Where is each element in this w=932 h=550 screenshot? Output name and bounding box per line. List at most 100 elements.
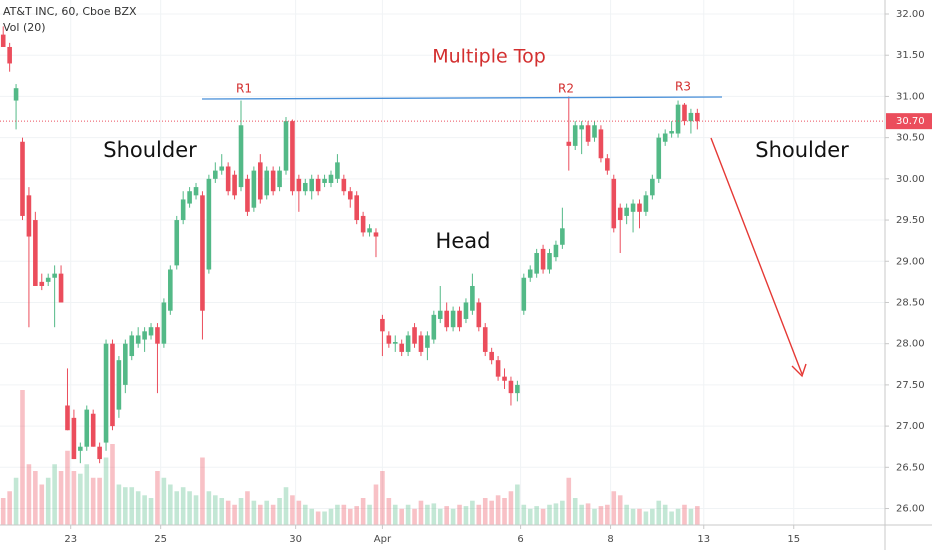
x-tick-label: 30 bbox=[289, 534, 302, 545]
candle-body bbox=[290, 121, 295, 192]
r2-label: R2 bbox=[558, 82, 574, 96]
y-tick-label: 30.50 bbox=[896, 133, 925, 144]
volume-bar bbox=[71, 471, 77, 525]
candle-body bbox=[0, 34, 6, 47]
y-tick-label: 28.50 bbox=[896, 297, 925, 308]
candle-body bbox=[213, 170, 218, 179]
pattern-label: Multiple Top bbox=[432, 46, 546, 68]
volume-bar bbox=[245, 491, 250, 525]
candle-body bbox=[97, 446, 102, 460]
volume-bar bbox=[78, 473, 83, 525]
volume-bar bbox=[688, 508, 694, 525]
candle-body bbox=[341, 178, 347, 192]
volume-bar bbox=[110, 444, 115, 525]
volume-bar bbox=[328, 508, 334, 525]
volume-bar bbox=[26, 464, 32, 525]
volume-bar bbox=[495, 495, 501, 525]
candle-body bbox=[335, 162, 340, 179]
candle-body bbox=[521, 277, 527, 311]
candle-body bbox=[418, 335, 424, 352]
volume-bar bbox=[540, 508, 546, 525]
volume-bar bbox=[52, 464, 57, 525]
candle-body bbox=[688, 112, 694, 122]
x-tick-label: 8 bbox=[607, 534, 613, 545]
grid bbox=[0, 0, 885, 525]
volume-bar bbox=[656, 500, 662, 525]
volume-pane bbox=[0, 390, 700, 525]
candle-body bbox=[675, 104, 681, 134]
r1-label: R1 bbox=[236, 82, 252, 96]
candle-body bbox=[90, 413, 96, 447]
volume-bar bbox=[399, 508, 404, 525]
candle-body bbox=[174, 220, 180, 266]
volume-bar bbox=[116, 484, 122, 525]
volume-bar bbox=[643, 511, 649, 525]
candle-body bbox=[39, 281, 45, 286]
candle-body bbox=[155, 327, 160, 344]
candle-body bbox=[515, 384, 520, 394]
volume-bar bbox=[33, 471, 38, 525]
volume-bar bbox=[0, 498, 6, 525]
volume-bar bbox=[425, 504, 430, 525]
candle-body bbox=[508, 380, 514, 394]
volume-bar bbox=[302, 504, 308, 525]
volume-bar bbox=[527, 508, 533, 525]
candle-body bbox=[135, 335, 141, 344]
candle-body bbox=[527, 269, 533, 278]
volume-bar bbox=[238, 498, 244, 525]
volume-bar bbox=[58, 471, 64, 525]
candle-body bbox=[695, 112, 700, 122]
volume-bar bbox=[572, 498, 578, 525]
volume-bar bbox=[103, 457, 109, 525]
candle-body bbox=[200, 195, 205, 311]
volume-bar bbox=[270, 504, 276, 525]
y-tick-label: 31.50 bbox=[896, 50, 925, 61]
candle-body bbox=[380, 318, 385, 332]
candle-body bbox=[412, 327, 417, 344]
volume-bar bbox=[20, 390, 25, 525]
candle-body bbox=[251, 170, 257, 208]
candle-body bbox=[65, 405, 70, 431]
volume-bar bbox=[200, 457, 205, 525]
candle-body bbox=[322, 178, 327, 183]
x-tick-label: 23 bbox=[64, 534, 77, 545]
volume-bar bbox=[521, 504, 527, 525]
volume-bar bbox=[367, 504, 372, 525]
volume-bar bbox=[39, 484, 45, 525]
volume-bar bbox=[585, 503, 591, 525]
volume-bar bbox=[168, 484, 173, 525]
volume-bar bbox=[418, 500, 424, 525]
volume-bar bbox=[322, 511, 327, 525]
volume-bar bbox=[225, 500, 231, 525]
candle-body bbox=[373, 232, 379, 237]
volume-bar bbox=[682, 504, 687, 525]
volume-bar bbox=[444, 506, 449, 525]
volume-bar bbox=[219, 498, 225, 525]
candle-body bbox=[605, 158, 610, 171]
candle-body bbox=[585, 125, 591, 142]
candle-body bbox=[482, 327, 488, 352]
volume-bar bbox=[174, 491, 180, 525]
candle-body bbox=[399, 343, 404, 352]
candle-body bbox=[611, 178, 617, 229]
candle-body bbox=[33, 220, 38, 286]
candle-body bbox=[238, 125, 244, 188]
last-price-box bbox=[886, 113, 932, 130]
y-tick-label: 26.00 bbox=[896, 504, 925, 515]
candle-body bbox=[315, 178, 321, 192]
volume-bar bbox=[534, 506, 539, 525]
volume-bar bbox=[232, 504, 237, 525]
candle-body bbox=[161, 302, 167, 344]
candle-body bbox=[148, 327, 154, 336]
volume-bar bbox=[386, 498, 392, 525]
volume-bar bbox=[309, 508, 315, 525]
candle-body bbox=[405, 335, 411, 352]
volume-bar bbox=[13, 477, 19, 525]
x-tick-label: 6 bbox=[517, 534, 523, 545]
volume-bar bbox=[180, 487, 186, 525]
volume-bar bbox=[155, 471, 160, 525]
candle-body bbox=[123, 343, 128, 385]
candle-body bbox=[20, 141, 25, 216]
volume-bar bbox=[508, 491, 514, 525]
